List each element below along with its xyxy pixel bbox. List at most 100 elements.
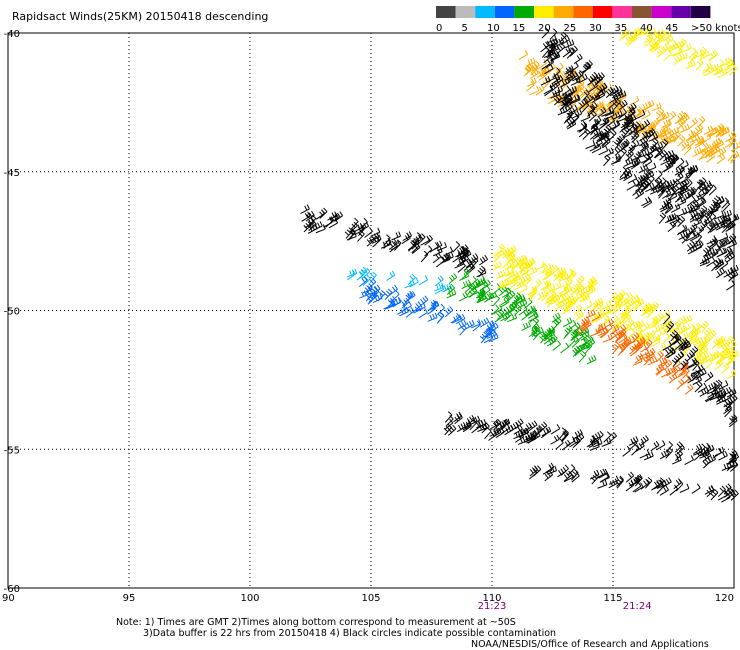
wind-barb-shaft xyxy=(584,346,592,355)
wind-barb-flag xyxy=(649,183,653,189)
wind-barb-shaft xyxy=(529,90,539,96)
wind-barb xyxy=(370,227,381,237)
wind-barb-shaft xyxy=(437,315,445,324)
wind-barb-flag xyxy=(566,34,570,40)
wind-barb-shaft xyxy=(708,131,718,138)
wind-barb-flag xyxy=(582,89,587,94)
wind-barb-flag xyxy=(415,236,420,242)
wind-barb-flag xyxy=(645,322,650,327)
wind-barb-flag xyxy=(401,301,406,306)
wind-barb-shaft xyxy=(576,278,585,287)
wind-barb-flag xyxy=(727,274,732,279)
wind-barb xyxy=(543,334,553,345)
wind-barb xyxy=(389,241,398,253)
wind-barb-flag xyxy=(405,294,410,299)
wind-barb xyxy=(548,93,558,105)
wind-barb-flag xyxy=(493,329,497,335)
wind-barb-shaft xyxy=(479,321,490,328)
wind-barb-flag xyxy=(533,308,537,314)
wind-barb-flag xyxy=(733,369,737,375)
wind-barb xyxy=(516,276,526,287)
wind-barb xyxy=(486,329,497,339)
wind-barb-shaft xyxy=(684,387,694,395)
wind-barb-flag xyxy=(337,212,341,218)
wind-barb-flag xyxy=(354,217,359,222)
wind-barb-shaft xyxy=(357,233,365,242)
wind-barb-flag xyxy=(661,114,665,120)
wind-barb-shaft xyxy=(649,321,658,329)
wind-barb-shaft xyxy=(503,290,512,300)
wind-barb-flag xyxy=(554,273,558,279)
wind-barb xyxy=(459,271,470,281)
wind-barb-flag xyxy=(395,290,400,295)
wind-barb-flag xyxy=(616,146,621,152)
wind-barb-flag xyxy=(526,65,531,70)
wind-barb-flag xyxy=(687,143,692,149)
wind-barb-shaft xyxy=(574,335,584,343)
wind-barb-flag xyxy=(511,267,515,272)
wind-barb-shaft xyxy=(548,97,558,105)
wind-barb-flag xyxy=(606,154,611,159)
wind-barb xyxy=(479,317,490,328)
wind-barb-shaft xyxy=(610,160,621,165)
wind-barb-shaft xyxy=(727,243,737,249)
wind-barb-flag xyxy=(702,177,707,182)
wind-barb-shaft xyxy=(488,337,499,342)
wind-barb xyxy=(580,112,591,122)
wind-barb-flag xyxy=(349,270,352,276)
wind-barb-flag xyxy=(461,261,466,267)
wind-barb-shaft xyxy=(459,275,469,281)
wind-barb-shaft xyxy=(414,235,422,244)
wind-barb-flag xyxy=(680,326,684,332)
wind-barb-flag xyxy=(486,330,491,336)
wind-barb-flag xyxy=(690,61,693,67)
wind-barb-shaft xyxy=(477,294,486,303)
wind-barb xyxy=(436,303,445,315)
wind-barb-shaft xyxy=(305,215,315,222)
wind-barb-flag xyxy=(680,232,684,238)
wind-barb-flag xyxy=(468,290,473,295)
wind-barb xyxy=(517,284,528,294)
wind-barb-shaft xyxy=(683,147,692,156)
wind-barb-flag xyxy=(449,246,453,252)
wind-barb xyxy=(557,267,567,278)
wind-barb xyxy=(424,234,433,246)
wind-barb-flag xyxy=(673,128,677,134)
wind-barb xyxy=(497,279,508,289)
wind-barb-flag xyxy=(532,66,537,71)
wind-barb-flag xyxy=(724,58,729,64)
wind-barb xyxy=(625,33,634,45)
wind-barb-flag xyxy=(369,227,373,232)
wind-barb-flag xyxy=(531,286,535,292)
wind-barb xyxy=(392,296,402,308)
wind-barb-flag xyxy=(712,184,717,189)
wind-barb-flag xyxy=(683,141,688,147)
wind-barb-shaft xyxy=(418,279,428,286)
wind-barb-flag xyxy=(531,289,536,294)
wind-barb xyxy=(612,321,622,331)
wind-barb-shaft xyxy=(551,316,561,323)
wind-barb-shaft xyxy=(575,288,585,295)
wind-barb xyxy=(648,315,658,327)
wind-barb-flag xyxy=(622,147,627,152)
wind-barb-flag xyxy=(709,144,713,150)
wind-barb-flag xyxy=(712,51,717,56)
wind-barb-shaft xyxy=(521,277,531,285)
wind-barb-shaft xyxy=(386,274,396,281)
wind-barb-flag xyxy=(535,280,540,286)
wind-barb-shaft xyxy=(578,354,587,363)
wind-barb-shaft xyxy=(548,294,557,302)
wind-barb-shaft xyxy=(516,280,526,287)
wind-barb-flag xyxy=(446,284,450,290)
wind-barb-shaft xyxy=(460,251,469,259)
wind-barb xyxy=(434,282,445,292)
wind-barb-flag xyxy=(545,300,551,305)
wind-barb xyxy=(604,147,614,158)
wind-barb-flag xyxy=(321,209,326,214)
wind-barb-flag xyxy=(523,304,528,310)
wind-barb xyxy=(659,111,670,122)
wind-barb-flag xyxy=(661,212,666,217)
wind-barb-shaft xyxy=(572,349,581,358)
wind-barb-shaft xyxy=(505,308,515,316)
